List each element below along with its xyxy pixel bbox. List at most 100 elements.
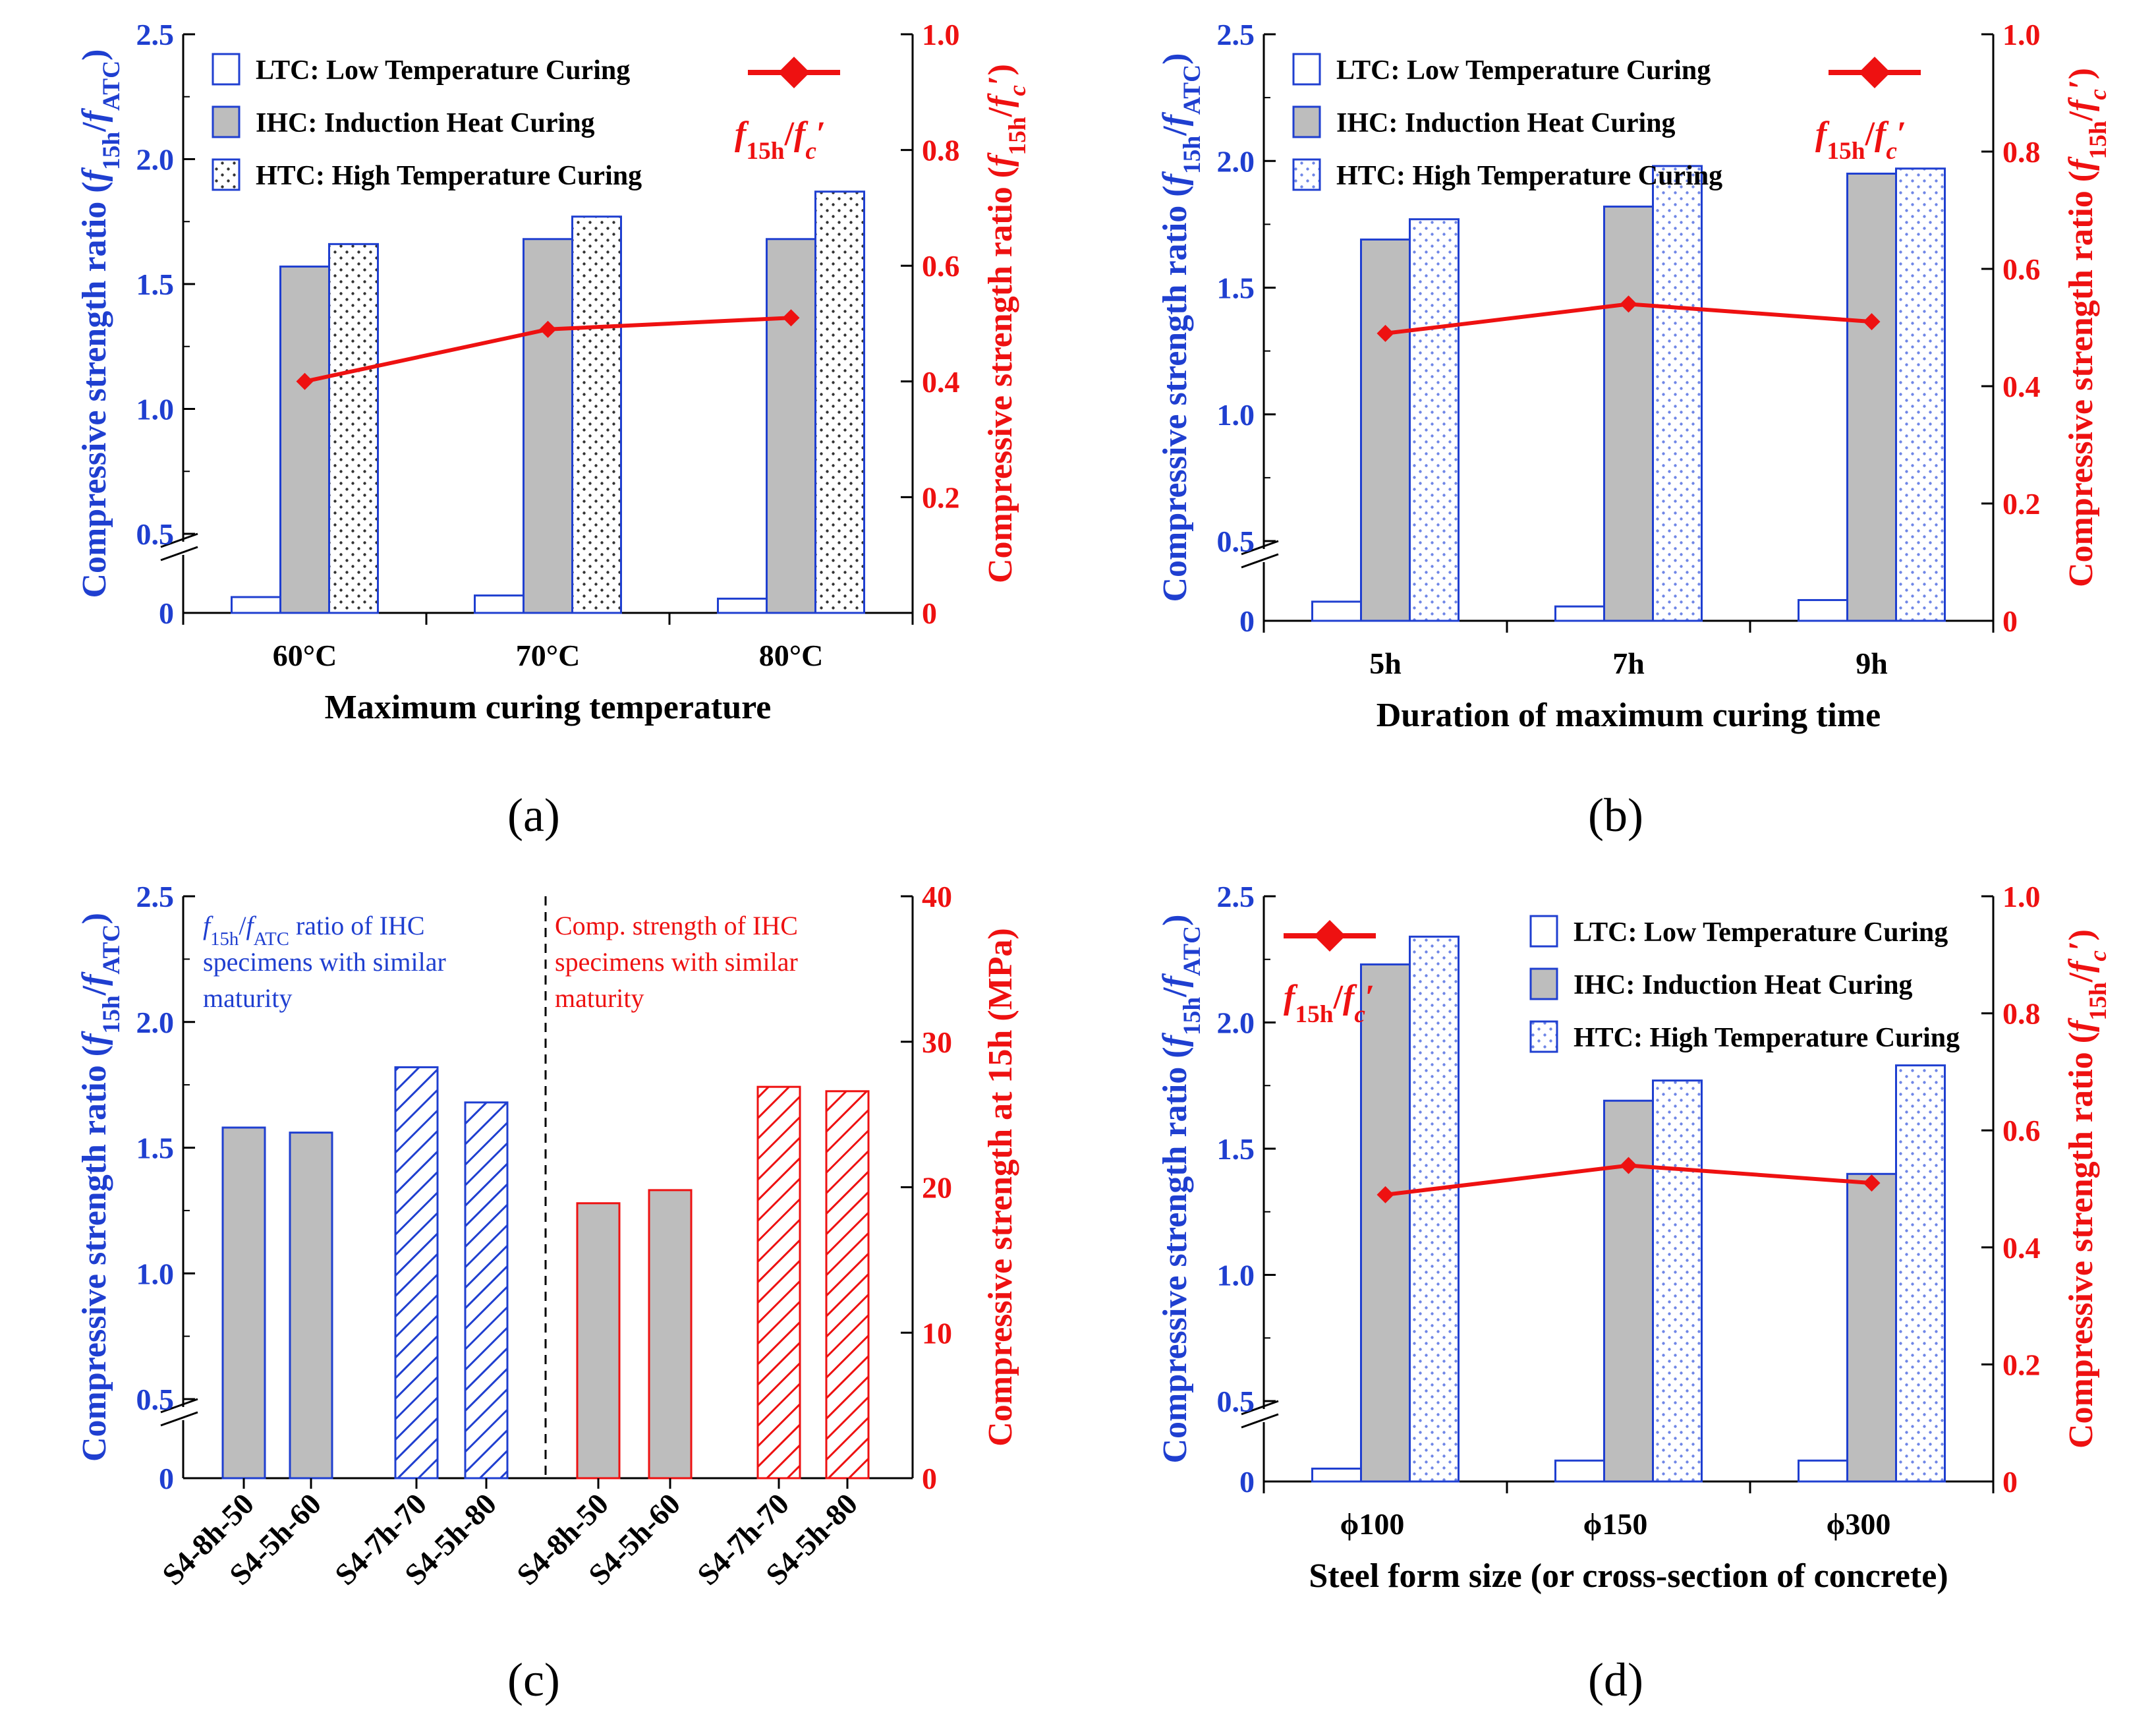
annotation-line: maturity <box>203 983 293 1013</box>
bar-c-3 <box>464 1101 509 1480</box>
left-tick-label: 0 <box>1239 1465 1255 1499</box>
right-tick-label: 0.6 <box>2002 252 2041 286</box>
x-axis-title: Duration of maximum curing time <box>1376 697 1881 734</box>
left-tick-label: 2.5 <box>1217 880 1255 913</box>
left-tick-label: 0 <box>159 596 174 630</box>
left-axis-title: Compressive strength ratio (f15h/fATC) <box>76 913 125 1462</box>
left-tick-label: 1.5 <box>136 1132 175 1165</box>
chart-panel-d: 0 0.5 1.0 1.5 2.0 2.5 0 0.2 0.4 0.6 0.8 1.0 Compress… <box>1156 880 2112 1595</box>
left-tick-label: 1.0 <box>136 1257 175 1290</box>
left-tick-label: 1.0 <box>1217 398 1255 432</box>
right-tick-label: 0 <box>2002 1465 2018 1499</box>
line-marker-2 <box>1863 313 1881 331</box>
bar-ltc-2 <box>717 597 768 614</box>
bar-ihc-0 <box>279 265 330 614</box>
left-tick-label: 1.0 <box>1217 1259 1255 1292</box>
axis-break-mark <box>160 1411 198 1427</box>
x-tick-label: ϕ300 <box>1827 1507 1891 1541</box>
x-tick-label: 7h <box>1612 646 1645 680</box>
chart-panel-a: 0 0.5 1.0 1.5 2.0 2.5 0 0.2 0.4 0.6 0.8 1.0 Compress… <box>76 18 1031 726</box>
left-tick-label: 2.5 <box>136 880 175 913</box>
legend-swatch-htc-bluedots <box>1292 158 1321 191</box>
legend-swatch-ihc <box>1292 105 1321 138</box>
legend-label: LTC: Low Temperature Curing <box>1336 55 1711 86</box>
bar-ihc-0 <box>1360 238 1411 622</box>
left-tick-label: 0 <box>159 1462 174 1495</box>
legend-line-marker <box>1314 920 1346 952</box>
legend-line-marker <box>1859 57 1890 88</box>
right-tick-label: 0.4 <box>2002 370 2041 403</box>
bar-htc-1 <box>1652 165 1703 622</box>
x-tick-label: 80°C <box>759 639 824 672</box>
legend-swatch-ihc <box>1529 967 1558 1000</box>
axis-break-mark <box>1241 1413 1279 1429</box>
right-tick-label: 0 <box>922 1462 937 1495</box>
right-tick-label: 0.6 <box>922 249 960 283</box>
legend-label: IHC: Induction Heat Curing <box>256 108 595 138</box>
left-tick-label: 0.5 <box>1217 1385 1255 1418</box>
bar-ihc-1 <box>523 238 573 614</box>
left-tick-label: 1.5 <box>136 268 175 301</box>
axis-break-mark <box>160 532 198 548</box>
legend: LTC: Low Temperature Curing IHC: Inductio… <box>212 53 840 191</box>
legend-line-label: f15h/fc′ <box>1284 979 1375 1028</box>
x-axis-title: Steel form size (or cross-section of con… <box>1309 1557 1948 1595</box>
x-tick-label: 5h <box>1369 646 1402 680</box>
left-tick-label: 1.0 <box>136 393 175 426</box>
right-tick-label: 0 <box>2002 604 2018 638</box>
x-tick-label: 9h <box>1856 646 1888 680</box>
right-tick-label: 40 <box>922 880 952 913</box>
right-tick-label: 0.2 <box>2002 487 2041 521</box>
legend-label: HTC: High Temperature Curing <box>256 161 642 191</box>
bar-htc-0 <box>328 243 379 614</box>
left-axis-title: Compressive strength ratio (f15h/fATC) <box>76 49 125 598</box>
line-marker-2 <box>782 309 800 327</box>
bar-c-6 <box>756 1085 801 1480</box>
line-marker-1 <box>1620 1157 1637 1174</box>
axis-break-mark <box>1241 553 1279 569</box>
line-marker-0 <box>296 372 314 390</box>
chart-panel-b: 0 0.5 1.0 1.5 2.0 2.5 0 0.2 0.4 0.6 0.8 1.0 Compress… <box>1156 18 2112 734</box>
right-tick-label: 0.2 <box>922 480 960 514</box>
left-tick-label: 1.5 <box>1217 1132 1255 1166</box>
left-tick-label: 0.5 <box>136 517 175 551</box>
right-tick-label: 0.4 <box>2002 1231 2041 1265</box>
left-tick-label: 2.0 <box>136 143 175 177</box>
legend-swatch-htc-bluedots <box>1529 1020 1558 1053</box>
legend-label: IHC: Induction Heat Curing <box>1574 970 1913 1000</box>
left-tick-label: 2.0 <box>136 1006 175 1039</box>
panel-label-c: (c) <box>507 1653 560 1706</box>
bar-c-2 <box>394 1066 439 1480</box>
bar-c-4 <box>576 1202 621 1480</box>
axis-break-mark <box>160 1398 198 1414</box>
x-tick-label: 70°C <box>516 639 581 672</box>
legend-label: LTC: Low Temperature Curing <box>256 55 630 86</box>
annotation-line: Comp. strength of IHC <box>555 911 798 940</box>
left-tick-label: 2.0 <box>1217 144 1255 178</box>
annotation-line: f15h/fATC ratio of IHC <box>203 911 425 950</box>
annotation-line: specimens with similar <box>203 947 446 977</box>
legend-label: HTC: High Temperature Curing <box>1574 1023 1960 1053</box>
right-tick-label: 0.8 <box>2002 135 2041 169</box>
bar-ltc-0 <box>1311 600 1362 622</box>
bar-ihc-1 <box>1603 205 1654 622</box>
x-tick-label: 60°C <box>273 639 337 672</box>
bar-htc-0 <box>1409 935 1460 1483</box>
right-tick-label: 0.2 <box>2002 1348 2041 1381</box>
right-tick-label: 30 <box>922 1025 952 1059</box>
right-tick-label: 1.0 <box>922 18 960 51</box>
axis-break-mark <box>1241 540 1279 556</box>
legend-swatch-ltc <box>1529 915 1558 948</box>
legend-swatch-ltc <box>212 53 241 86</box>
legend-line-marker <box>778 57 810 88</box>
right-tick-label: 0.4 <box>922 365 960 399</box>
bar-ltc-0 <box>231 596 281 614</box>
axis-break-mark <box>1241 1400 1279 1416</box>
right-tick-label: 0.8 <box>2002 997 2041 1031</box>
right-tick-label: 1.0 <box>2002 880 2041 913</box>
annotation-line: specimens with similar <box>555 947 798 977</box>
line-marker-0 <box>1376 1186 1394 1203</box>
bar-c-7 <box>825 1090 870 1480</box>
x-tick-label: ϕ100 <box>1340 1507 1405 1541</box>
left-tick-label: 0.5 <box>136 1383 175 1416</box>
